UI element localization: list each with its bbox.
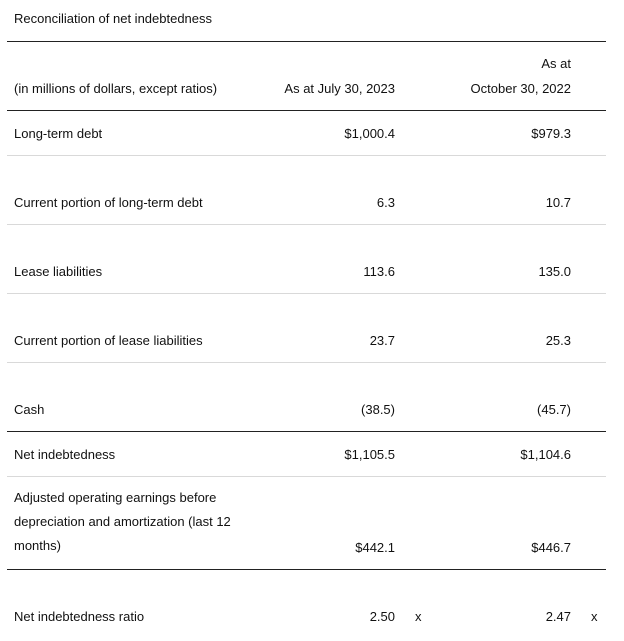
- rule-ratio: [7, 569, 606, 570]
- row-divider: [7, 293, 606, 294]
- row-label: Lease liabilities: [14, 264, 103, 279]
- row-value-2023: 23.7: [369, 333, 395, 348]
- row-value-2023: 2.50: [369, 609, 395, 624]
- row-label: Long-term debt: [14, 126, 103, 141]
- row-value-2022: 135.0: [538, 264, 571, 279]
- row-label: Current portion of lease liabilities: [14, 333, 203, 348]
- row-label: Cash: [14, 402, 45, 417]
- table-title: Reconciliation of net indebtedness: [14, 11, 213, 26]
- row-value-2022: 2.47: [545, 609, 571, 624]
- row-value-2023: 113.6: [363, 264, 395, 279]
- row-label: Current portion of long-term debt: [14, 195, 203, 210]
- row-divider: [7, 362, 606, 363]
- row-divider: [7, 224, 606, 225]
- row-value-2022: (45.7): [537, 402, 571, 417]
- row-value-2023: $442.1: [355, 540, 395, 555]
- row-divider: [7, 476, 606, 477]
- header-col1: As at July 30, 2023: [284, 81, 395, 96]
- row-divider: [7, 155, 606, 156]
- header-units: (in millions of dollars, except ratios): [14, 81, 218, 96]
- row-value-2022: $1,104.6: [520, 447, 571, 462]
- row-value-2023: 6.3: [376, 195, 395, 210]
- rule-subtotal: [7, 431, 606, 432]
- row-value-2022: 25.3: [545, 333, 571, 348]
- row-value-2023: $1,000.4: [344, 126, 395, 141]
- row-value-2023: (38.5): [361, 402, 395, 417]
- header-col2-line1: As at: [541, 56, 571, 71]
- row-value-2023: $1,105.5: [344, 447, 395, 462]
- header-col2-line2: October 30, 2022: [470, 81, 571, 96]
- row-value-2022: $446.7: [531, 540, 571, 555]
- ratio-suffix-2022: x: [591, 609, 598, 624]
- rule-header: [7, 110, 606, 111]
- row-value-2022: 10.7: [545, 195, 571, 210]
- row-label: Net indebtedness ratio: [14, 609, 145, 624]
- row-value-2022: $979.3: [531, 126, 571, 141]
- row-label: Net indebtedness: [14, 447, 116, 462]
- ratio-suffix-2023: x: [415, 609, 422, 624]
- rule-top: [7, 41, 606, 42]
- row-label: Adjusted operating earnings before depre…: [14, 490, 231, 553]
